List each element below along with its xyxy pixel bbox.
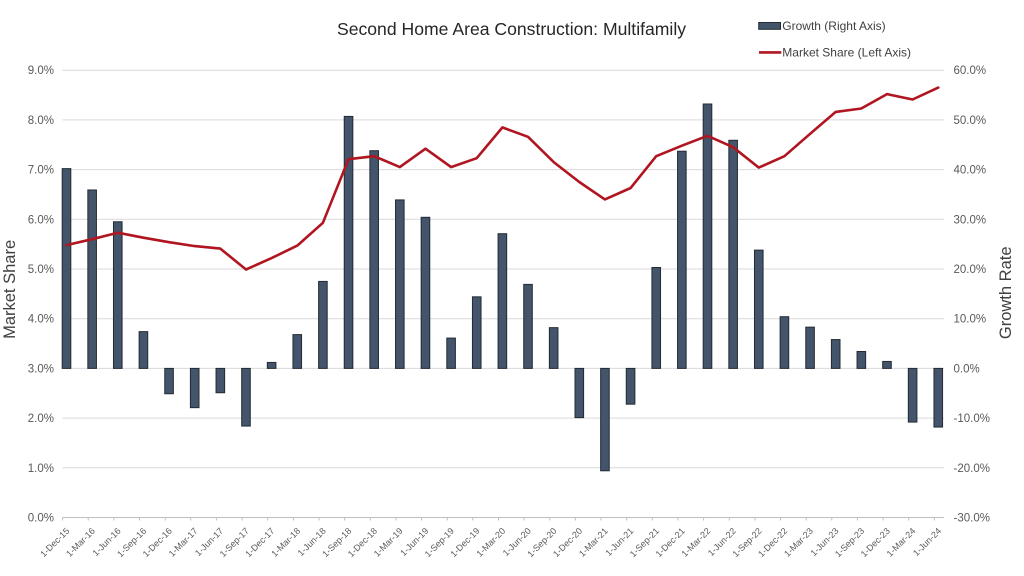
svg-text:0.0%: 0.0% (954, 363, 980, 375)
svg-text:10.0%: 10.0% (954, 314, 987, 326)
svg-text:Second Home Area Construction:: Second Home Area Construction: Multifami… (337, 19, 686, 39)
svg-text:Growth Rate: Growth Rate (997, 246, 1015, 339)
svg-text:Market Share: Market Share (1, 240, 19, 339)
svg-text:Growth (Right Axis): Growth (Right Axis) (782, 19, 885, 33)
svg-text:7.0%: 7.0% (28, 165, 54, 177)
svg-text:9.0%: 9.0% (28, 65, 54, 77)
svg-text:3.0%: 3.0% (28, 363, 54, 375)
svg-text:2.0%: 2.0% (28, 413, 54, 425)
svg-text:8.0%: 8.0% (28, 115, 54, 127)
svg-text:50.0%: 50.0% (954, 115, 987, 127)
svg-text:60.0%: 60.0% (954, 65, 987, 77)
svg-text:40.0%: 40.0% (954, 165, 987, 177)
svg-text:6.0%: 6.0% (28, 214, 54, 226)
svg-text:4.0%: 4.0% (28, 314, 54, 326)
svg-text:Market Share (Left Axis): Market Share (Left Axis) (782, 46, 911, 60)
svg-text:20.0%: 20.0% (954, 264, 987, 276)
svg-text:-10.0%: -10.0% (954, 413, 990, 425)
svg-text:5.0%: 5.0% (28, 264, 54, 276)
svg-text:-20.0%: -20.0% (954, 463, 990, 475)
svg-text:1.0%: 1.0% (28, 463, 54, 475)
svg-text:0.0%: 0.0% (28, 513, 54, 525)
svg-text:30.0%: 30.0% (954, 214, 987, 226)
svg-text:-30.0%: -30.0% (954, 513, 990, 525)
